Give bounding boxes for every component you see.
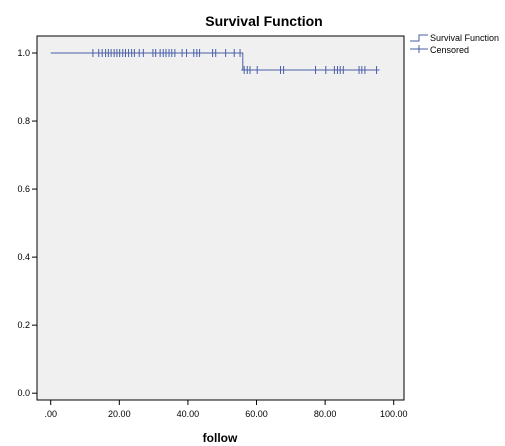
censored-marker (231, 49, 238, 58)
legend-item-survival-function: Survival Function (410, 33, 499, 43)
x-axis: .00 20.00 40.00 60.00 80.00 100.00 (44, 400, 407, 419)
legend-label-censored: Censored (430, 45, 469, 55)
censored-marker (280, 66, 287, 75)
y-axis: 0.0 0.2 0.4 0.6 0.8 1.0 (17, 48, 37, 398)
x-tick-label: 100.00 (380, 409, 408, 419)
y-tick-label: 0.6 (17, 184, 30, 194)
censored-markers (89, 49, 380, 75)
legend-plus-icon (410, 45, 428, 53)
y-tick-label: 0.4 (17, 252, 30, 262)
plot-area (36, 35, 405, 401)
censored-marker (237, 49, 244, 58)
x-tick-label: .00 (44, 409, 57, 419)
censored-marker (89, 49, 96, 58)
censored-marker (254, 66, 261, 75)
legend-item-censored: Censored (410, 45, 469, 55)
censored-marker (246, 66, 253, 75)
censored-marker (196, 49, 203, 58)
y-tick-label: 1.0 (17, 48, 30, 58)
legend: Survival Function Censored (410, 33, 499, 55)
x-tick-label: 20.00 (108, 409, 131, 419)
censored-marker (373, 66, 380, 75)
legend-step-icon (410, 34, 428, 42)
censored-marker (322, 66, 329, 75)
legend-label-survival-function: Survival Function (430, 33, 499, 43)
censored-marker (171, 49, 178, 58)
censored-marker (222, 49, 229, 58)
x-tick-label: 60.00 (245, 409, 268, 419)
survival-function-line (50, 52, 377, 71)
x-tick-label: 80.00 (314, 409, 337, 419)
y-tick-label: 0.2 (17, 320, 30, 330)
chart-title: Survival Function (205, 13, 322, 29)
y-tick-label: 0.8 (17, 116, 30, 126)
y-tick-label: 0.0 (17, 388, 30, 398)
censored-marker (340, 66, 347, 75)
censored-marker (312, 66, 319, 75)
censored-marker (361, 66, 368, 75)
censored-marker (140, 49, 147, 58)
censored-marker (212, 49, 219, 58)
censored-marker (183, 49, 190, 58)
x-tick-label: 40.00 (177, 409, 200, 419)
x-axis-title: follow (203, 431, 238, 445)
